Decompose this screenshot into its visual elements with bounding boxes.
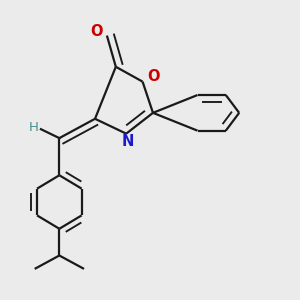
Text: O: O <box>90 24 103 39</box>
Text: N: N <box>122 134 134 149</box>
Text: H: H <box>28 121 38 134</box>
Text: O: O <box>148 69 160 84</box>
